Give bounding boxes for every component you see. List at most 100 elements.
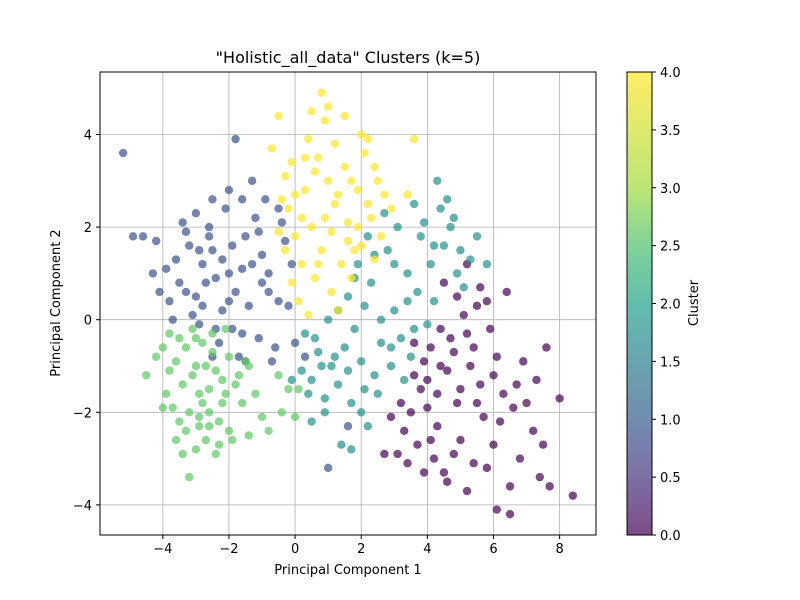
data-point (247, 259, 257, 269)
data-point (492, 505, 501, 514)
data-point (181, 343, 191, 352)
data-point (297, 366, 306, 375)
data-point (376, 232, 386, 241)
data-point (476, 380, 485, 389)
data-point (204, 222, 214, 232)
chart-title: "Holistic_all_data" Clusters (k=5) (216, 48, 481, 68)
data-point (343, 236, 353, 246)
data-point (214, 440, 224, 449)
data-point (218, 255, 227, 264)
data-point (443, 477, 452, 486)
data-point (188, 324, 197, 334)
data-point (333, 190, 343, 199)
data-point (363, 134, 373, 144)
data-point (403, 269, 412, 278)
data-point (290, 190, 300, 199)
data-point (443, 366, 452, 375)
data-point (542, 343, 551, 352)
data-point (360, 384, 369, 394)
data-point (419, 468, 429, 477)
data-point (155, 287, 164, 297)
data-point (185, 241, 194, 250)
data-point (373, 176, 382, 186)
data-point (300, 352, 310, 361)
data-point (138, 232, 148, 241)
y-tick-label: 4 (84, 129, 92, 144)
data-point (436, 204, 445, 213)
data-point (191, 292, 201, 301)
data-point (277, 218, 287, 227)
data-point (509, 403, 518, 412)
data-point (409, 338, 419, 348)
data-point (472, 398, 482, 408)
data-point (343, 218, 353, 227)
data-point (231, 380, 240, 389)
data-point (224, 296, 234, 306)
data-point (386, 204, 396, 213)
data-point (320, 213, 330, 223)
data-point (211, 273, 220, 283)
y-tick-label: 0 (84, 314, 92, 329)
data-point (456, 435, 465, 445)
data-point (142, 371, 151, 380)
data-point (433, 389, 442, 398)
data-point (403, 296, 412, 306)
data-point (161, 389, 171, 398)
data-point (323, 315, 333, 324)
data-point (274, 111, 283, 121)
data-point (456, 384, 465, 394)
data-point (522, 398, 531, 408)
y-axis-label: Principal Component 2 (49, 229, 64, 376)
data-point (208, 246, 217, 255)
data-point (403, 190, 412, 199)
y-tick-label: −4 (73, 499, 92, 514)
data-point (175, 278, 184, 287)
data-point (416, 232, 425, 241)
data-point (310, 273, 320, 283)
data-point (449, 449, 459, 459)
data-point (419, 357, 429, 366)
colorbar-gradient (626, 71, 653, 536)
data-point (198, 301, 207, 311)
data-point (307, 222, 316, 232)
data-point (158, 403, 168, 412)
data-point (264, 426, 273, 436)
data-point (452, 292, 462, 301)
data-point (297, 259, 306, 269)
data-point (185, 472, 194, 482)
data-point (337, 440, 346, 449)
x-axis-label: Principal Component 1 (274, 563, 421, 578)
data-point (449, 347, 459, 357)
data-point (568, 491, 578, 500)
data-point (347, 176, 356, 186)
y-axis-ticks: −4 −2 0 2 4 (73, 129, 100, 514)
data-point (333, 306, 343, 315)
data-point (433, 421, 442, 431)
data-point (370, 255, 379, 264)
data-point (304, 389, 313, 398)
data-point (307, 417, 316, 426)
data-point (280, 171, 290, 181)
data-point (446, 334, 455, 343)
data-point (304, 134, 313, 144)
data-point (234, 352, 244, 361)
data-point (300, 329, 310, 338)
data-point (257, 250, 267, 260)
data-point (254, 227, 263, 236)
data-point (400, 375, 409, 385)
data-point (446, 222, 455, 232)
data-point (171, 435, 181, 445)
data-point (366, 278, 376, 287)
data-point (327, 361, 336, 371)
data-point (314, 153, 323, 162)
data-point (175, 417, 184, 426)
data-point (244, 361, 253, 371)
data-point (456, 246, 465, 255)
data-point (224, 426, 234, 436)
data-point (211, 449, 220, 459)
data-point (264, 287, 273, 297)
x-tick-label: 6 (489, 542, 497, 557)
data-point (370, 371, 379, 380)
cluster-1-points (118, 134, 353, 473)
